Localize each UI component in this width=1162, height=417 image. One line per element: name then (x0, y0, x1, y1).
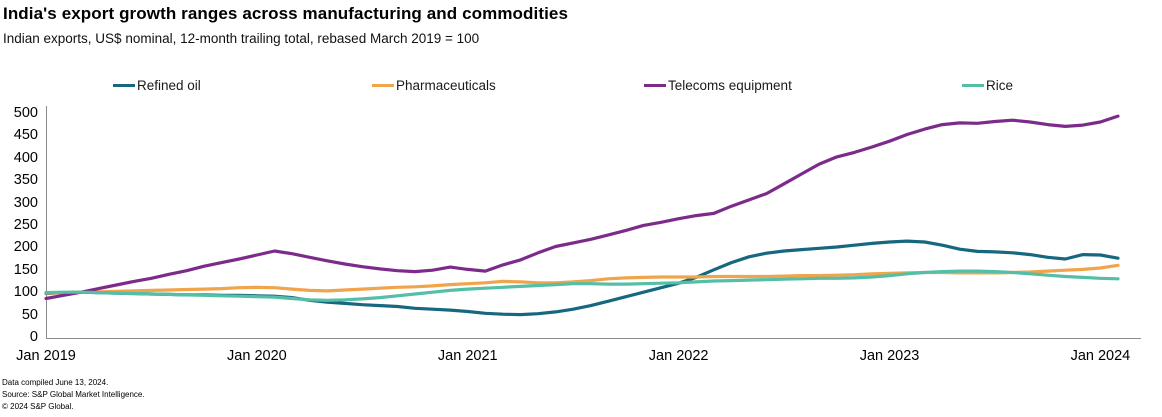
y-tick-label: 50 (21, 306, 38, 323)
x-tick-label: Jan 2020 (227, 348, 287, 364)
y-tick-label: 350 (13, 172, 38, 189)
series-line-refined-oil (44, 239, 1120, 317)
footnote-compiled: Data compiled June 13, 2024. (2, 378, 109, 387)
legend-item-refined-oil: Refined oil (113, 76, 201, 94)
x-tick-label: Jan 2023 (859, 348, 920, 364)
y-tick-label: 500 (13, 105, 38, 121)
y-tick-label: 0 (29, 329, 38, 345)
y-tick-label: 150 (13, 261, 38, 278)
legend-item-pharmaceuticals: Pharmaceuticals (372, 76, 496, 94)
legend-swatch (372, 83, 394, 87)
page-title: India's export growth ranges across manu… (3, 4, 569, 23)
legend-label: Refined oil (137, 77, 201, 93)
y-tick-label: 450 (13, 127, 38, 144)
y-tick-label: 200 (13, 239, 38, 256)
series-line-pharmaceuticals (44, 263, 1120, 295)
footnote-copyright: © 2024 S&P Global. (2, 402, 74, 411)
y-tick-label: 250 (13, 217, 38, 233)
series-line-telecoms-equipment (44, 114, 1120, 301)
x-tick-label: Jan 2021 (437, 348, 498, 364)
footnote-source: Source: S&P Global Market Intelligence. (2, 390, 145, 399)
y-tick-label: 300 (13, 194, 38, 211)
x-tick-label: Jan 2019 (16, 348, 76, 364)
legend-swatch (962, 83, 984, 87)
legend-item-telecoms-equipment: Telecoms equipment (644, 76, 792, 94)
legend-label: Pharmaceuticals (396, 77, 496, 93)
x-tick-label: Jan 2022 (648, 348, 709, 364)
legend-item-rice: Rice (962, 76, 1013, 94)
legend-label: Rice (986, 77, 1014, 93)
legend-swatch (644, 83, 666, 87)
page-subtitle: Indian exports, US$ nominal, 12-month tr… (3, 31, 480, 46)
legend-label: Telecoms equipment (668, 77, 792, 93)
y-tick-label: 100 (13, 284, 38, 301)
series-line-rice (44, 269, 1120, 302)
legend-swatch (113, 83, 135, 87)
x-tick-label: Jan 2024 (1070, 348, 1131, 364)
y-tick-label: 400 (13, 149, 38, 166)
